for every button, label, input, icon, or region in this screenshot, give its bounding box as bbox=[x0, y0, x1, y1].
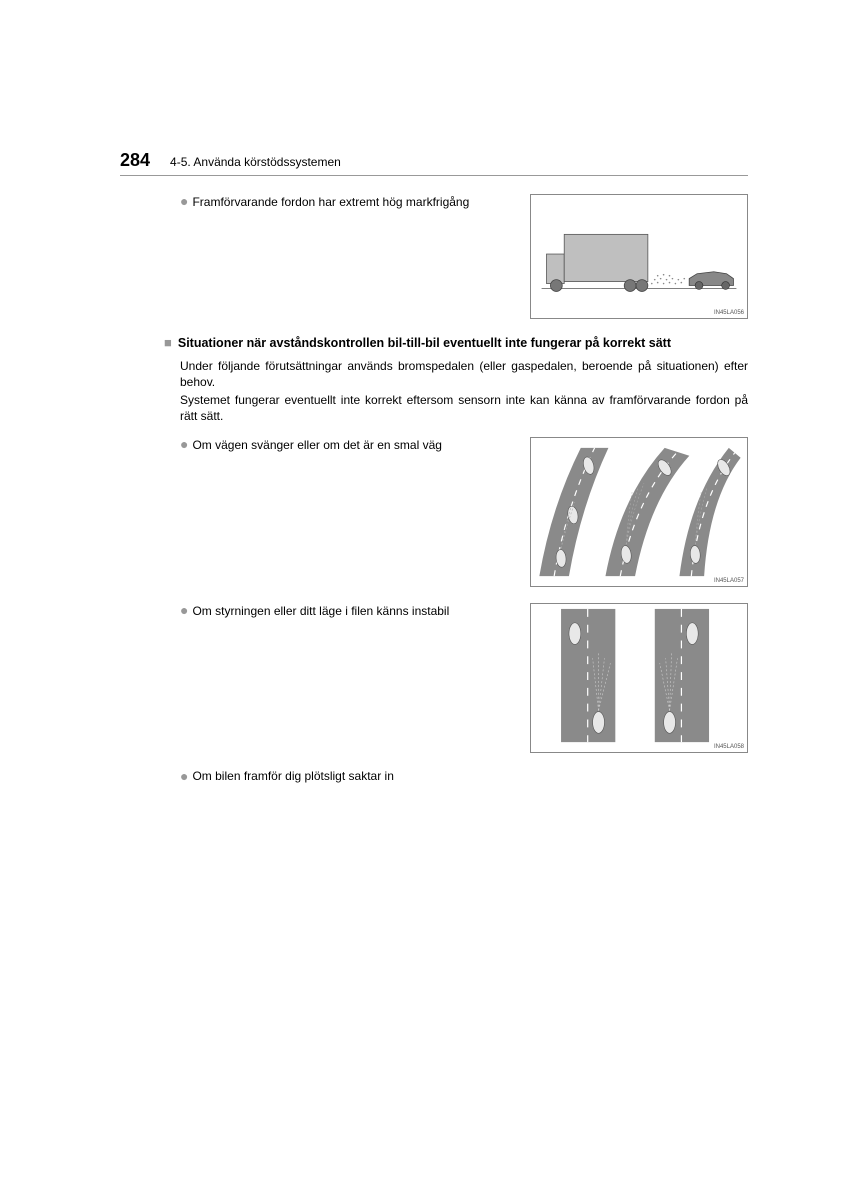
figure-truck-car: IN45LA056 bbox=[530, 194, 748, 319]
item-sudden-brake: ● Om bilen framför dig plötsligt saktar … bbox=[180, 769, 748, 784]
intro-p1: Under följande förutsättningar används b… bbox=[180, 358, 748, 390]
bullet-icon: ● bbox=[180, 603, 188, 618]
bullet-icon: ● bbox=[180, 437, 188, 452]
item3-text: Om styrningen eller ditt läge i filen kä… bbox=[192, 603, 449, 619]
figure2-label: IN45LA057 bbox=[714, 578, 744, 584]
square-bullet-icon: ■ bbox=[164, 335, 172, 352]
item2-text: Om vägen svänger eller om det är en smal… bbox=[192, 437, 441, 453]
intro-p2: Systemet fungerar eventuellt inte korrek… bbox=[180, 392, 748, 424]
content-area: ● Framförvarande fordon har extremt hög … bbox=[120, 194, 748, 784]
heading-text: Situationer när avståndskontrollen bil-t… bbox=[178, 335, 671, 351]
item-lane-unstable: ● Om styrningen eller ditt läge i filen … bbox=[180, 603, 748, 753]
bullet-icon: ● bbox=[180, 194, 188, 209]
item-high-ground-clearance: ● Framförvarande fordon har extremt hög … bbox=[180, 194, 748, 319]
figure-curved-roads: IN45LA057 bbox=[530, 437, 748, 587]
bullet-icon: ● bbox=[180, 769, 188, 784]
figure-lane-position: IN45LA058 bbox=[530, 603, 748, 753]
section-title: 4-5. Använda körstödssystemen bbox=[170, 155, 341, 169]
page-number: 284 bbox=[120, 150, 150, 171]
figure3-label: IN45LA058 bbox=[714, 744, 744, 750]
figure1-label: IN45LA056 bbox=[714, 310, 744, 316]
subsection-heading: ■ Situationer när avståndskontrollen bil… bbox=[164, 335, 748, 352]
page-header: 284 4-5. Använda körstödssystemen bbox=[120, 150, 748, 176]
intro-paragraphs: Under följande förutsättningar används b… bbox=[180, 358, 748, 425]
item1-text: Framförvarande fordon har extremt hög ma… bbox=[192, 194, 469, 210]
item-curved-road: ● Om vägen svänger eller om det är en sm… bbox=[180, 437, 748, 587]
item4-text: Om bilen framför dig plötsligt saktar in bbox=[192, 769, 393, 783]
